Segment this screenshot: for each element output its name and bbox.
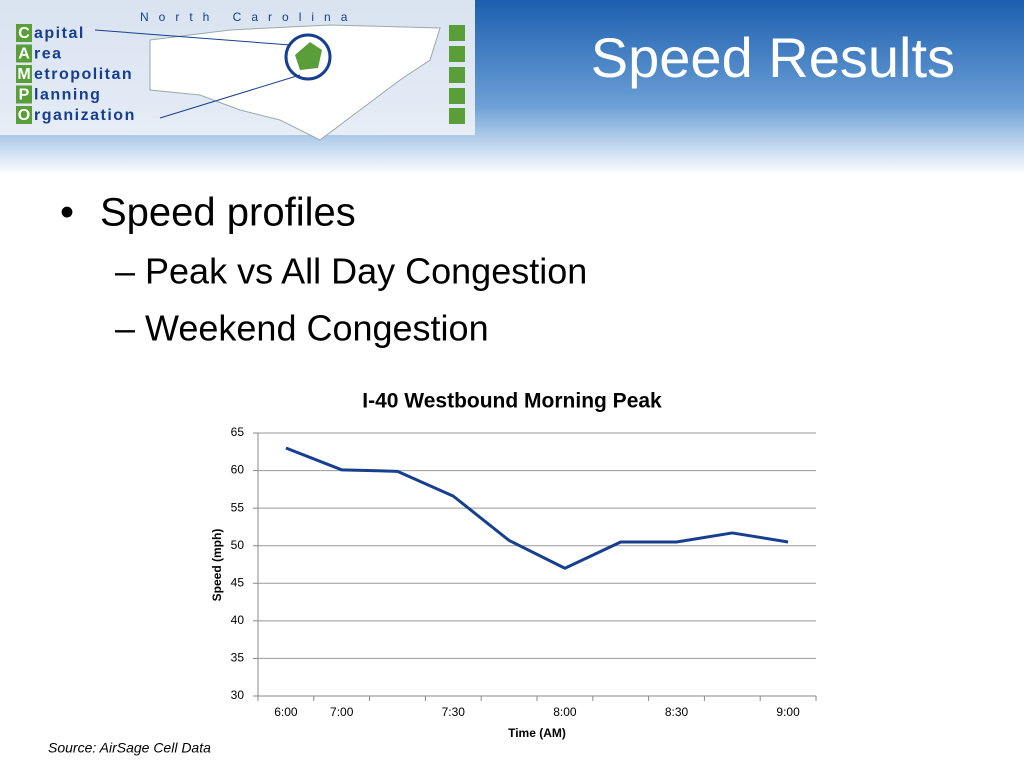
nc-map: [149, 24, 441, 141]
bullet: Speed profiles: [100, 191, 356, 235]
x-tick-label: 7:30: [442, 705, 466, 719]
logo-initial-box: [16, 65, 32, 83]
y-tick-label: 50: [231, 538, 245, 552]
logo-initial-box: [16, 85, 32, 104]
series-line: [285, 446, 789, 570]
logo-initial-box: [16, 44, 32, 63]
y-tick-label: 30: [231, 688, 245, 702]
logo-word: lanning: [34, 87, 101, 104]
x-tick-label: 8:30: [665, 705, 689, 719]
logo-initial-box: [16, 106, 32, 124]
logo-initial: O: [18, 107, 30, 124]
x-tick-label: 9:00: [776, 705, 800, 719]
source-note: Source: AirSage Cell Data: [48, 740, 211, 756]
chart-title: I-40 Westbound Morning Peak: [362, 390, 662, 413]
sub-bullet: – Weekend Congestion: [115, 308, 489, 349]
logo-line: [94, 29, 291, 46]
logo-initial-box: [16, 24, 32, 42]
map-circle: [284, 33, 332, 81]
logo-initial: M: [17, 66, 30, 83]
y-tick-label: 65: [231, 425, 245, 439]
y-tick-label: 40: [231, 613, 245, 627]
x-tick-label: 6:00: [274, 705, 298, 719]
x-axis-label: Time (AM): [508, 726, 566, 740]
logo-word: apital: [34, 25, 85, 42]
y-tick-label: 35: [231, 651, 245, 665]
logo-initial: C: [18, 25, 30, 42]
y-tick-label: 60: [231, 463, 245, 477]
y-tick-label: 55: [231, 500, 245, 514]
mode-icons: [449, 25, 465, 124]
bullet-marker: •: [60, 191, 74, 235]
x-tick-label: 7:00: [330, 705, 354, 719]
region: [295, 42, 322, 70]
logo-region: North Carolina: [140, 10, 357, 24]
logo-line: [159, 74, 301, 119]
logo-word: rea: [34, 46, 63, 63]
logo-word: rganization: [34, 107, 136, 124]
slide-title: Speed Results: [591, 26, 955, 89]
sub-bullet: – Peak vs All Day Congestion: [115, 251, 587, 292]
y-tick-label: 45: [231, 575, 245, 589]
y-axis-label: Speed (mph): [210, 529, 224, 602]
x-tick-label: 8:00: [553, 705, 577, 719]
logo-initial: P: [19, 87, 30, 104]
logo-word: etropolitan: [34, 66, 133, 83]
logo-initial: A: [18, 46, 30, 63]
